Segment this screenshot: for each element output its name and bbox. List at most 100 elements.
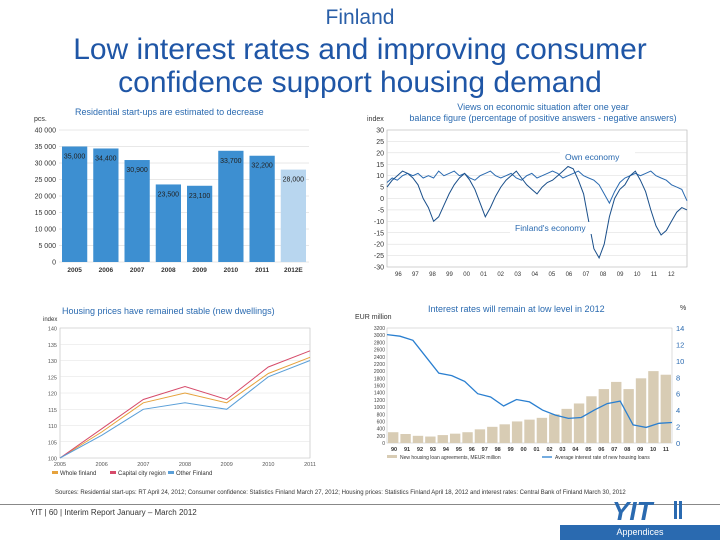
y-tick-label: 3200 [374,326,385,332]
confidence-caption-line-1: Views on economic situation after one ye… [457,102,629,112]
x-tick-label: 99 [508,447,514,453]
y-tick-label: 600 [377,419,386,425]
x-tick-label: 97 [412,272,419,278]
y-tick-label: 10 [376,173,384,180]
x-tick-label: 96 [469,447,475,453]
x-tick-label: 2008 [161,267,176,274]
y-tick-label: 2400 [374,355,385,361]
interest-caption: Interest rates will remain at low level … [428,304,605,314]
y-tick-label: 2000 [374,369,385,375]
x-tick-label: 2005 [67,267,82,274]
legend-label: New housing loan agreements, MEUR millio… [400,455,501,461]
x-tick-label: 97 [482,447,488,453]
x-tick-label: 05 [585,447,591,453]
series-line [59,350,311,459]
x-tick-label: 00 [521,447,527,453]
y-tick-label: 120 [48,392,57,398]
x-tick-label: 06 [598,447,604,453]
loan-bar [462,432,473,443]
y-right-tick-label: 0 [676,439,680,448]
y-tick-label: 0 [52,260,56,267]
x-tick-label: 03 [514,272,521,278]
country-label: Finland [325,6,395,29]
y-tick-label: -20 [374,242,384,249]
y-tick-label: 25 [376,139,384,146]
bar-value-label: 35,000 [64,154,86,161]
bar-value-label: 32,200 [251,163,273,170]
y-tick-label: 400 [377,427,386,433]
yit-logo-mark: YIT [612,496,682,526]
y-tick-label: 25 000 [35,177,57,184]
legend-swatch [168,471,174,474]
x-tick-label: 12 [668,272,675,278]
y-tick-label: 30 000 [35,161,57,168]
bar [280,169,306,262]
x-tick-label: 08 [600,272,607,278]
y-tick-label: 110 [48,424,57,430]
own-economy-label-bg [560,151,635,163]
startups-chart: 0 5 000 10 000 15 000 20 000 25 000 30 000 35 0… [35,128,309,274]
x-tick-label: 01 [534,447,540,453]
y-tick-label: 40 000 [35,128,57,135]
legend-swatch [110,471,116,474]
y-tick-label: -15 [374,230,384,237]
prices-caption: Housing prices have remained stable (new… [62,306,275,316]
y-right-tick-label: 14 [676,324,684,333]
y-right-tick-label: 10 [676,357,684,366]
finland-economy-label: Finland's economy [515,223,586,233]
series-line [59,356,311,459]
title-line-1: Low interest rates and improving consume… [73,33,647,66]
prices-unit: index [43,317,58,323]
x-tick-label: 02 [497,272,504,278]
x-tick-label: 92 [417,447,423,453]
x-tick-label: 2011 [304,462,316,468]
x-tick-label: 03 [559,447,565,453]
x-tick-label: 00 [463,272,470,278]
y-tick-label: 1200 [374,398,385,404]
x-tick-label: 90 [391,447,397,453]
y-tick-label: -10 [374,219,384,226]
y-tick-label: -25 [374,253,384,260]
title-line-2: confidence support housing demand [118,66,602,99]
x-tick-label: 10 [634,272,641,278]
loan-bar [611,381,622,443]
loan-bar [449,433,461,443]
loan-bar [499,424,510,443]
y-tick-label: 3000 [374,333,385,339]
svg-text:YIT: YIT [612,498,655,524]
y-right-tick-label: 12 [676,340,684,349]
x-tick-label: 2007 [137,462,149,468]
x-tick-label: 09 [637,447,643,453]
loan-bar [536,417,548,443]
x-tick-label: 96 [395,272,402,278]
loan-bar [511,421,523,443]
x-tick-label: 2006 [99,267,114,274]
loan-bar [573,403,585,443]
appendices-tab[interactable]: Appendices [560,525,720,540]
legend-label: Average interest rate of new housing loa… [555,455,650,461]
y-tick-label: 1400 [374,391,385,397]
x-tick-label: 91 [404,447,410,453]
bar [124,160,150,262]
footer-text: YIT | 60 | Interim Report January – Marc… [30,508,197,517]
loan-bar [425,436,436,443]
interest-rate-line [386,333,673,429]
x-tick-label: 04 [531,272,538,278]
y-tick-label: 2800 [374,340,385,346]
x-tick-label: 2010 [262,462,274,468]
y-tick-label: 5 000 [38,243,56,250]
y-tick-label: 105 [48,440,57,446]
x-tick-label: 95 [456,447,462,453]
y-right-tick-label: 6 [676,390,680,399]
loan-bar [549,414,560,443]
legend-swatch [387,455,397,458]
yit-logo: YIT [612,496,692,529]
bar [93,148,119,262]
y-tick-label: 2600 [374,348,385,354]
y-tick-label: 1600 [374,384,385,390]
x-tick-label: 04 [572,447,579,453]
x-tick-label: 07 [583,272,590,278]
bar-value-label: 23,100 [189,193,211,200]
x-tick-label: 11 [651,272,658,278]
